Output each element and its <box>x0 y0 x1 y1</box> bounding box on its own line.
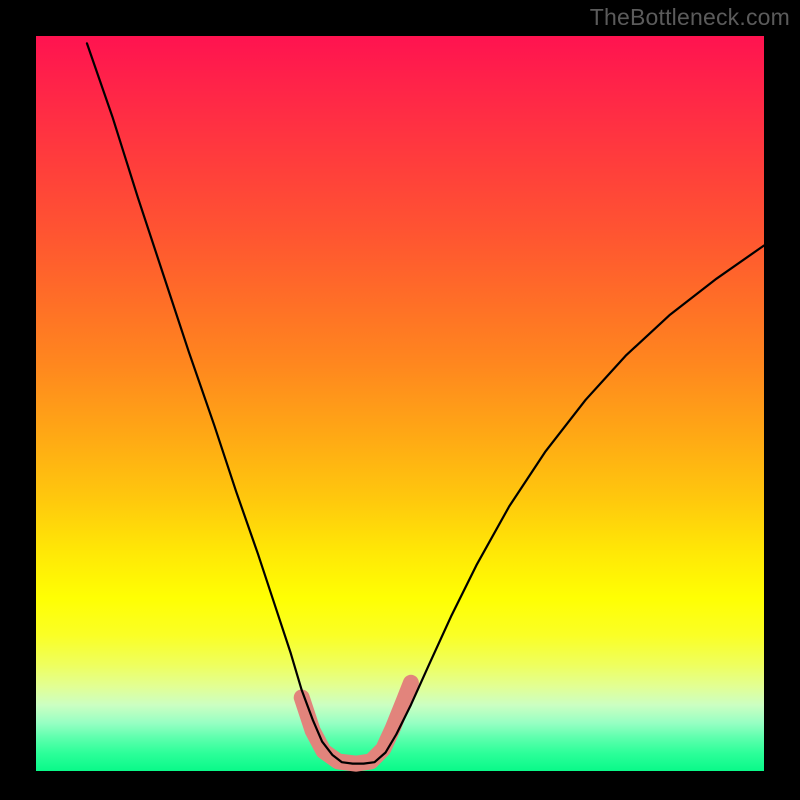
chart-container: TheBottleneck.com <box>0 0 800 800</box>
watermark-text: TheBottleneck.com <box>590 4 790 31</box>
plot-area <box>36 36 764 771</box>
bottleneck-chart <box>0 0 800 800</box>
